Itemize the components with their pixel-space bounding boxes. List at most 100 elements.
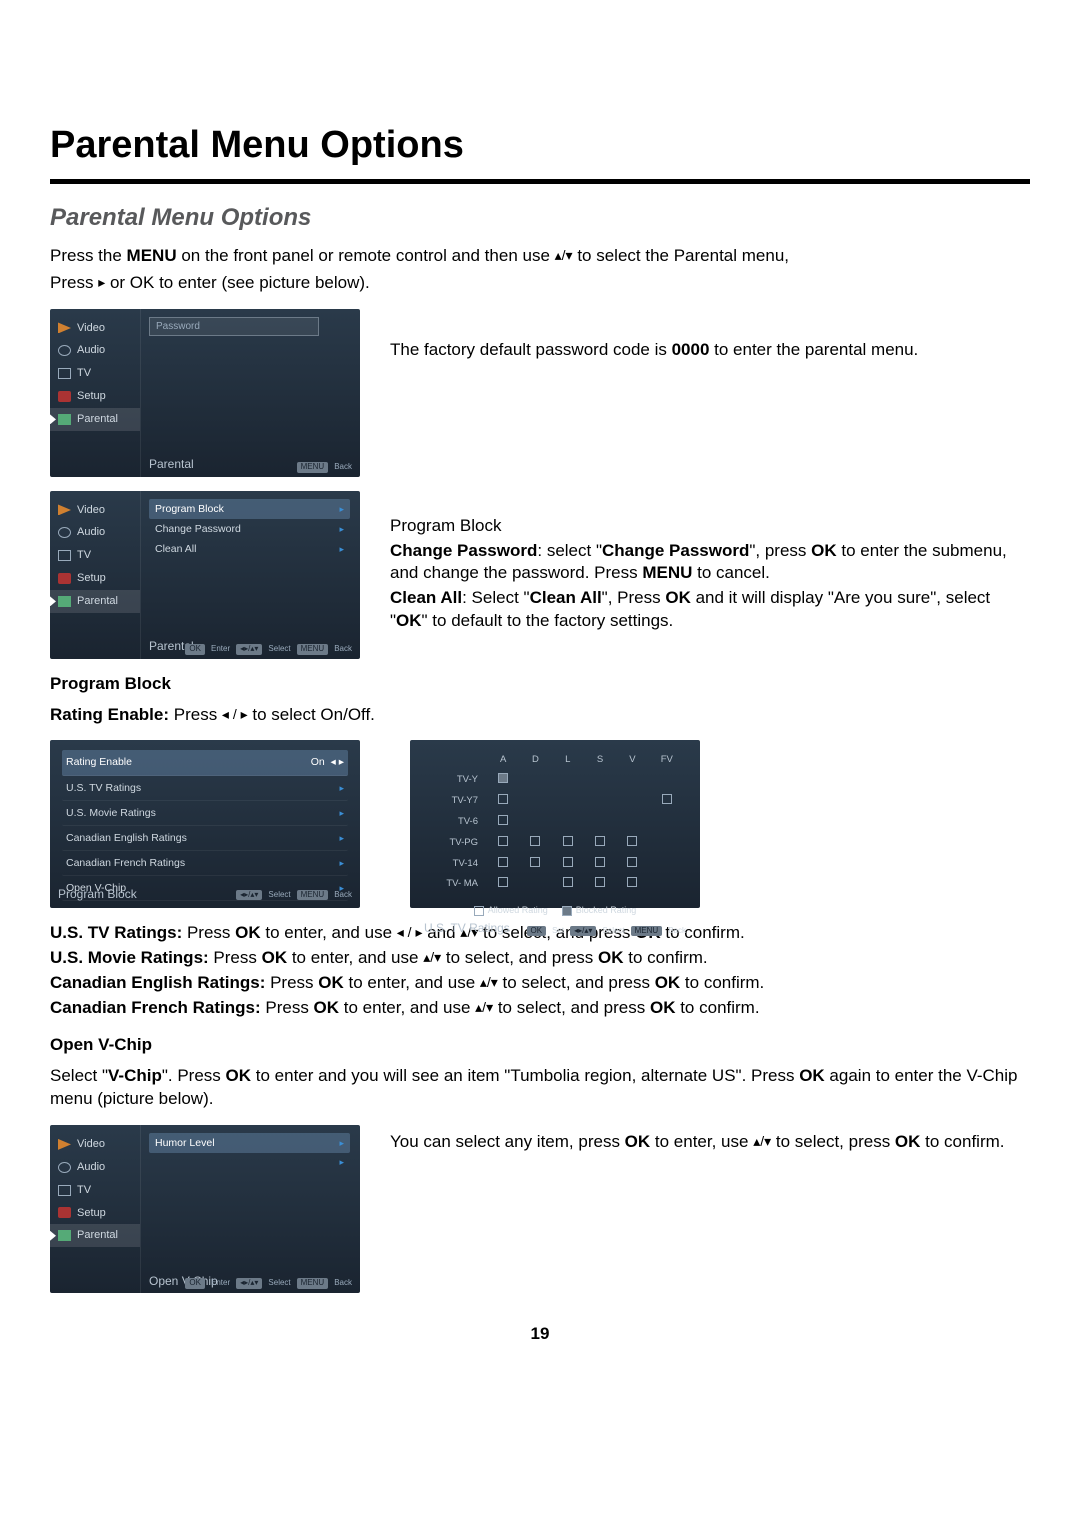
audio-icon: [58, 345, 71, 356]
rating-checkbox[interactable]: [498, 857, 508, 867]
tv-icon: [58, 368, 71, 379]
audio-icon: [58, 1162, 71, 1173]
osd-password-panel: VideoAudioTVSetupParental Password Paren…: [50, 309, 360, 477]
menu-row[interactable]: Canadian French Ratings▸: [62, 851, 348, 876]
sidebar-item-parental[interactable]: Parental: [50, 590, 140, 613]
menu-row[interactable]: Change Password▸: [149, 519, 350, 539]
left-right-icon: ◂ / ▸: [397, 924, 423, 940]
txt: Change Password: [390, 541, 537, 560]
menu-row-label: Rating Enable: [66, 755, 132, 769]
rating-checkbox[interactable]: [530, 857, 540, 867]
password-input[interactable]: Password: [149, 317, 319, 337]
sidebar-item-video[interactable]: Video: [50, 1133, 140, 1156]
menu-row[interactable]: Humor Level▸: [149, 1133, 350, 1153]
sidebar-item-label: TV: [77, 548, 91, 563]
video-icon: [58, 504, 71, 515]
rating-row-label: TV-6: [426, 813, 486, 832]
sidebar-item-tv[interactable]: TV: [50, 1179, 140, 1202]
rating-enable-instr: Rating Enable: Press ◂ / ▸ to select On/…: [50, 704, 1030, 727]
txt: Blocked Rating: [576, 905, 637, 915]
sidebar-item-setup[interactable]: Setup: [50, 1202, 140, 1225]
chevron-right-icon: ▸: [339, 857, 344, 869]
sidebar-item-video[interactable]: Video: [50, 317, 140, 340]
rating-checkbox[interactable]: [595, 857, 605, 867]
txt: Rating Enable:: [50, 705, 169, 724]
rating-checkbox[interactable]: [498, 794, 508, 804]
section-subtitle: Parental Menu Options: [50, 202, 1030, 234]
menu-row[interactable]: Rating Enable On ◂ ▸: [62, 750, 348, 775]
rating-checkbox[interactable]: [498, 815, 508, 825]
menu-row[interactable]: Canadian English Ratings▸: [62, 826, 348, 851]
tv-icon: [58, 550, 71, 561]
sidebar-item-audio[interactable]: Audio: [50, 521, 140, 544]
sidebar-item-setup[interactable]: Setup: [50, 385, 140, 408]
menu-row-value: On ◂ ▸: [311, 755, 344, 769]
sidebar-item-label: Audio: [77, 525, 105, 540]
txt: MENU: [642, 563, 692, 582]
txt: to enter the parental menu.: [709, 340, 918, 359]
rating-checkbox[interactable]: [627, 836, 637, 846]
menu-row[interactable]: Program Block▸: [149, 499, 350, 519]
sidebar-item-label: Video: [77, 503, 105, 518]
back-label: Back: [334, 890, 352, 901]
up-down-icon: ▴/▾: [753, 1133, 771, 1149]
sidebar-item-setup[interactable]: Setup: [50, 567, 140, 590]
rating-checkbox-locked[interactable]: [498, 773, 508, 783]
rating-row-label: TV-PG: [426, 834, 486, 853]
sidebar-item-tv[interactable]: TV: [50, 544, 140, 567]
txt: OK: [799, 1066, 825, 1085]
txt: Clean All: [530, 588, 602, 607]
osd-parental-menu-panel: Video Audio TV SetupParental Program Block▸…: [50, 491, 360, 659]
rating-checkbox[interactable]: [563, 836, 573, 846]
txt: to confirm.: [920, 1132, 1004, 1151]
txt: Press: [261, 998, 314, 1017]
menu-row[interactable]: Clean All▸: [149, 539, 350, 559]
rating-checkbox[interactable]: [627, 877, 637, 887]
menu-pill: MENU: [297, 644, 329, 655]
rating-checkbox[interactable]: [498, 836, 508, 846]
select-label: Select: [268, 890, 290, 901]
sidebar-item-tv[interactable]: TV: [50, 362, 140, 385]
menu-row[interactable]: U.S. Movie Ratings▸: [62, 801, 348, 826]
rating-checkbox[interactable]: [563, 857, 573, 867]
txt: Press: [50, 273, 98, 292]
ok-pill: OK: [527, 926, 547, 937]
rating-checkbox[interactable]: [563, 877, 573, 887]
rating-row-label: TV- MA: [426, 875, 486, 894]
sidebar-item-label: Audio: [77, 1160, 105, 1175]
txt: to select the Parental menu,: [573, 246, 789, 265]
txt: OK: [598, 948, 624, 967]
rating-checkbox[interactable]: [595, 877, 605, 887]
menu-row[interactable]: U.S. TV Ratings▸: [62, 776, 348, 801]
txt: to confirm.: [624, 948, 708, 967]
nav-pill: ◂▸/▴▾: [236, 890, 262, 901]
nav-pill: ◂▸/▴▾: [570, 926, 596, 937]
txt: Clean All: [390, 588, 462, 607]
can-fr-instr: Canadian French Ratings: Press OK to ent…: [50, 997, 1030, 1020]
chevron-right-icon: ▸: [339, 503, 344, 515]
rating-checkbox[interactable]: [627, 857, 637, 867]
rating-checkbox[interactable]: [530, 836, 540, 846]
sidebar-item-audio[interactable]: Audio: [50, 1156, 140, 1179]
menu-key: MENU: [127, 246, 177, 265]
txt: Press: [209, 948, 262, 967]
rating-checkbox[interactable]: [662, 794, 672, 804]
sidebar-item-audio[interactable]: Audio: [50, 339, 140, 362]
menu-row-label: Clean All: [155, 542, 196, 556]
sidebar-item-parental[interactable]: Parental: [50, 408, 140, 431]
can-eng-instr: Canadian English Ratings: Press OK to en…: [50, 972, 1030, 995]
menu-row[interactable]: ▸: [149, 1153, 350, 1171]
txt: OK: [396, 611, 422, 630]
default-password-note: The factory default password code is 000…: [390, 309, 1030, 362]
txt: Press: [169, 705, 222, 724]
sidebar-item-parental[interactable]: Parental: [50, 1224, 140, 1247]
rating-checkbox[interactable]: [498, 877, 508, 887]
ratings-col: V: [617, 752, 647, 769]
txt: OK: [262, 948, 288, 967]
rating-checkbox[interactable]: [595, 836, 605, 846]
sidebar-item-video[interactable]: Video: [50, 499, 140, 522]
txt: ", Press: [602, 588, 666, 607]
menu-row-label: Humor Level: [155, 1136, 215, 1150]
setup-icon: [58, 573, 71, 584]
txt: You can select any item, press: [390, 1132, 625, 1151]
